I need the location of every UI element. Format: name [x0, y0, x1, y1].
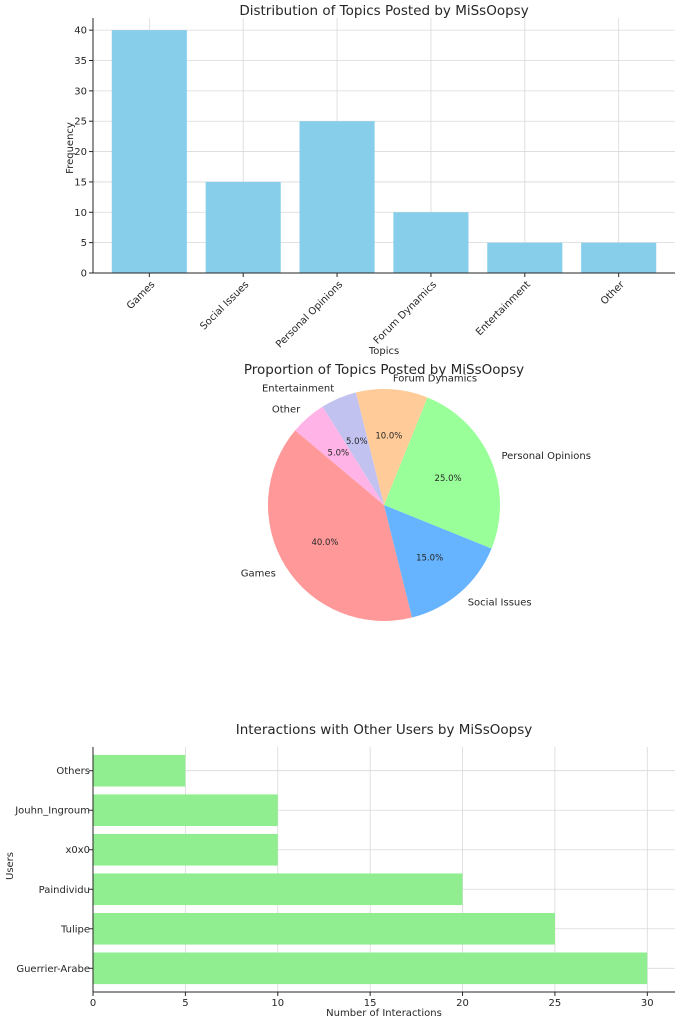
y-tick-label: 0 [81, 269, 87, 280]
y-tick-label: 35 [74, 56, 87, 67]
hbar-chart-bars [93, 754, 648, 985]
x-tick-label-social-issues: Social Issues [198, 279, 251, 332]
topic-pie-chart: Proportion of Topics Posted by MiSsOopsy… [241, 362, 591, 621]
x-tick-label: 15 [364, 998, 377, 1009]
y-tick-label: 5 [81, 238, 87, 249]
y-tick-label: 25 [74, 117, 87, 128]
pie-percent-personal-opinions: 25.0% [435, 474, 462, 484]
pie-percent-other: 5.0% [328, 448, 350, 458]
pie-percent-forum-dynamics: 10.0% [375, 432, 402, 442]
y-tick-label: 40 [74, 26, 87, 37]
x-tick-label: 30 [641, 998, 654, 1009]
pie-slice-forum-dynamics [355, 389, 428, 505]
bar-chart-bars [111, 30, 657, 274]
bar-personal-opinions [299, 121, 375, 273]
hbar-paindividu [93, 873, 463, 906]
bar-chart-grid [93, 18, 675, 274]
pie-slice-games [268, 430, 413, 621]
hbar-chart-x-axis-label: Number of Interactions [326, 1008, 442, 1019]
x-tick-label-other: Other [599, 279, 627, 307]
pie-slice-other [295, 406, 384, 505]
hbar-jouhn-ingroum [93, 794, 278, 827]
y-tick-label-jouhn-ingroum: Jouhn_Ingroum [14, 806, 90, 817]
pie-chart-labels: Games 40.0% Social Issues 15.0% Personal Opi… [241, 374, 591, 609]
x-tick-label: 20 [456, 998, 469, 1009]
hbar-x0x0 [93, 833, 278, 866]
pie-chart-slices [268, 389, 500, 621]
hbar-guerrier-arabe [93, 952, 648, 985]
bar-social-issues [205, 181, 281, 273]
pie-label-other: Other [272, 405, 301, 416]
bar-games [111, 30, 187, 274]
x-tick-label: 0 [90, 998, 96, 1009]
pie-slice-entertainment [322, 392, 384, 505]
y-tick-label-tulipe: Tulipe [60, 924, 90, 935]
pie-percent-social-issues: 15.0% [416, 554, 443, 564]
interactions-bar-chart: 0 5 10 15 20 25 30 Guerrier-Arabe Tulipe Paindivi… [5, 722, 675, 1019]
pie-label-personal-opinions: Personal Opinions [501, 451, 590, 462]
y-tick-label-paindividu: Paindividu [39, 885, 90, 896]
x-tick-label: 10 [271, 998, 284, 1009]
hbar-others [93, 754, 186, 787]
bar-chart-y-axis-label: Frequency [65, 122, 76, 174]
hbar-chart-axes: 0 5 10 15 20 25 30 Guerrier-Arabe Tulipe Paindivi… [14, 747, 675, 1009]
pie-label-social-issues: Social Issues [468, 597, 532, 608]
y-tick-label: 15 [74, 177, 87, 188]
bar-chart-x-axis-label: Topics [368, 346, 399, 357]
pie-percent-games: 40.0% [311, 538, 338, 548]
pie-label-games: Games [241, 569, 276, 580]
y-tick-label-others: Others [56, 766, 90, 777]
bar-forum-dynamics [393, 212, 469, 273]
y-tick-label: 10 [74, 208, 87, 219]
y-tick-label-x0x0: x0x0 [65, 845, 90, 856]
x-tick-label: 25 [549, 998, 562, 1009]
pie-label-entertainment: Entertainment [262, 384, 334, 395]
pie-percent-entertainment: 5.0% [346, 437, 368, 447]
y-tick-label-guerrier-arabe: Guerrier-Arabe [16, 964, 90, 975]
bar-entertainment [487, 242, 563, 273]
hbar-chart-title: Interactions with Other Users by MiSsOop… [236, 722, 533, 738]
x-tick-label-personal-opinions: Personal Opinions [274, 279, 345, 350]
x-tick-label-games: Games [125, 279, 158, 312]
topic-bar-chart: 0 5 10 15 20 25 30 35 40 Games Social Issues Person… [65, 3, 675, 357]
x-tick-label: 5 [182, 998, 188, 1009]
bar-other [581, 242, 657, 273]
x-tick-label-entertainment: Entertainment [474, 279, 533, 338]
x-tick-label-forum-dynamics: Forum Dynamics [372, 279, 439, 346]
bar-chart-title: Distribution of Topics Posted by MiSsOop… [239, 3, 528, 19]
pie-slice-social-issues [384, 505, 492, 618]
hbar-chart-y-axis-label: Users [5, 852, 16, 880]
pie-label-forum-dynamics: Forum Dynamics [393, 374, 477, 385]
pie-slice-personal-opinions [384, 397, 500, 549]
y-tick-label: 30 [74, 86, 87, 97]
y-tick-label: 20 [74, 147, 87, 158]
hbar-tulipe [93, 912, 555, 945]
pie-chart-title: Proportion of Topics Posted by MiSsOopsy [244, 362, 524, 378]
